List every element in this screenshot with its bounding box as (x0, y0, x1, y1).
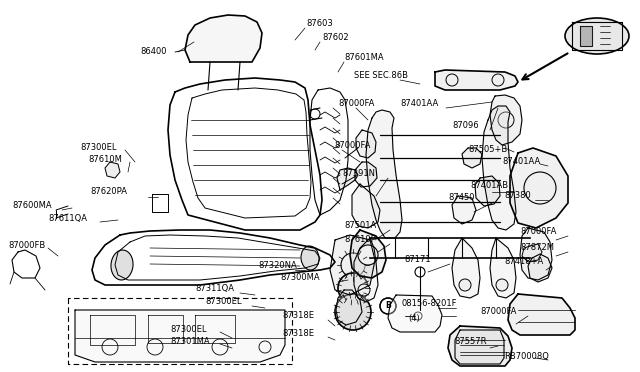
Text: 87171: 87171 (404, 256, 431, 264)
Text: 87401AA: 87401AA (400, 99, 438, 109)
Polygon shape (490, 238, 516, 298)
Text: B: B (385, 301, 391, 311)
Ellipse shape (565, 18, 629, 54)
Polygon shape (508, 294, 575, 335)
Polygon shape (455, 330, 504, 364)
Text: 87600MA: 87600MA (12, 202, 52, 211)
Circle shape (414, 312, 422, 320)
Text: 08156-8201F: 08156-8201F (402, 299, 458, 308)
Polygon shape (352, 184, 380, 228)
Text: 87620PA: 87620PA (90, 187, 127, 196)
Circle shape (358, 284, 370, 296)
Text: 87602: 87602 (322, 33, 349, 42)
Polygon shape (388, 295, 442, 332)
Text: 87301MA: 87301MA (170, 337, 210, 346)
Polygon shape (366, 110, 402, 238)
Text: 87610P: 87610P (344, 235, 376, 244)
Polygon shape (452, 238, 480, 298)
Text: 87320NA: 87320NA (258, 260, 297, 269)
Text: 87501A: 87501A (344, 221, 376, 231)
Polygon shape (490, 95, 522, 145)
Polygon shape (337, 168, 358, 190)
Text: 87300EL: 87300EL (205, 298, 241, 307)
Text: 87872M: 87872M (520, 244, 554, 253)
Text: 87505+B: 87505+B (468, 145, 508, 154)
Polygon shape (462, 148, 482, 168)
Text: 87300EL: 87300EL (80, 142, 116, 151)
Circle shape (498, 112, 514, 128)
Polygon shape (356, 130, 376, 158)
Circle shape (524, 172, 556, 204)
Circle shape (459, 279, 471, 291)
Text: 87601MA: 87601MA (344, 54, 383, 62)
Text: 87610M: 87610M (88, 154, 122, 164)
Text: 87000FB: 87000FB (8, 241, 45, 250)
Text: 87300MA: 87300MA (280, 273, 319, 282)
Polygon shape (355, 162, 377, 187)
Polygon shape (580, 26, 592, 46)
Text: 87000FA: 87000FA (334, 141, 371, 151)
Text: 87318E: 87318E (282, 330, 314, 339)
Circle shape (335, 294, 371, 330)
Text: 87318E: 87318E (282, 311, 314, 321)
Polygon shape (522, 244, 542, 262)
Text: 87311QA: 87311QA (195, 285, 234, 294)
Text: RB70008Q: RB70008Q (504, 352, 549, 360)
Ellipse shape (301, 246, 319, 270)
Polygon shape (75, 310, 285, 362)
Polygon shape (330, 235, 375, 295)
Polygon shape (510, 148, 568, 228)
Polygon shape (105, 162, 120, 178)
Text: 87603: 87603 (306, 19, 333, 29)
Polygon shape (185, 15, 262, 62)
Circle shape (341, 253, 365, 277)
Text: 87096: 87096 (452, 122, 479, 131)
Circle shape (492, 74, 504, 86)
Text: 87391N: 87391N (342, 170, 375, 179)
Polygon shape (520, 228, 552, 280)
Polygon shape (528, 254, 552, 282)
Text: 87000FA: 87000FA (520, 228, 556, 237)
Circle shape (496, 279, 508, 291)
Text: 87380: 87380 (504, 192, 531, 201)
Text: 87418+A: 87418+A (504, 257, 543, 266)
Circle shape (358, 245, 378, 265)
Ellipse shape (111, 250, 133, 280)
Polygon shape (354, 238, 378, 302)
Polygon shape (452, 196, 476, 224)
Text: 87300EL: 87300EL (170, 324, 207, 334)
Circle shape (338, 273, 368, 303)
Polygon shape (435, 70, 518, 90)
Text: 87000FA: 87000FA (480, 308, 516, 317)
Text: 87401AA: 87401AA (502, 157, 540, 167)
Polygon shape (482, 106, 516, 230)
Text: 87000FA: 87000FA (338, 99, 374, 109)
Text: 86400: 86400 (140, 48, 166, 57)
Text: 87611QA: 87611QA (48, 214, 87, 222)
Polygon shape (475, 176, 500, 206)
Text: 87557R: 87557R (454, 337, 486, 346)
Polygon shape (350, 230, 386, 278)
Text: 87450: 87450 (448, 193, 474, 202)
Text: 87401AB: 87401AB (470, 182, 508, 190)
Text: (4): (4) (408, 314, 420, 323)
Circle shape (446, 74, 458, 86)
Polygon shape (336, 290, 362, 325)
Text: SEE SEC.86B: SEE SEC.86B (354, 71, 408, 80)
Polygon shape (448, 326, 512, 366)
